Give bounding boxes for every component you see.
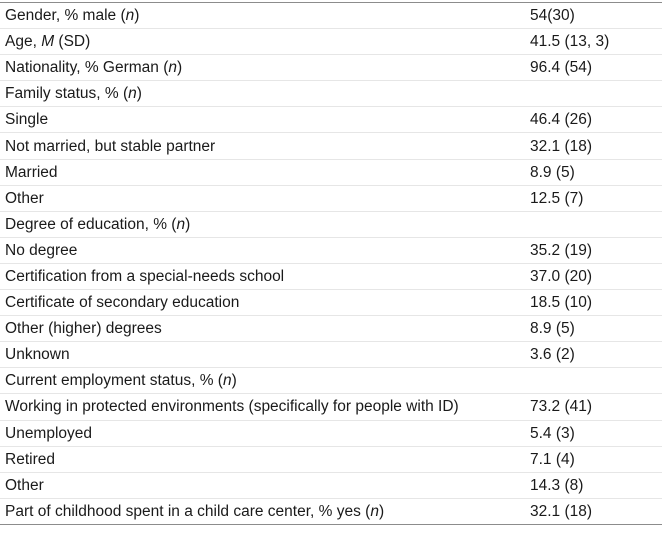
table-row: Retired 7.1 (4) (0, 446, 662, 473)
row-label-text: Nationality, % German ( (5, 59, 169, 77)
row-label-text: Single (5, 111, 49, 129)
table-row: Unemployed 5.4 (3) (0, 420, 662, 447)
row-label-text: Other (higher) degrees (5, 320, 162, 338)
table-row: Age, M (SD) 41.5 (13, 3) (0, 28, 662, 56)
row-label-text: No degree (5, 241, 78, 259)
row-label: Certification from a special-needs schoo… (0, 263, 530, 291)
row-label: Married (0, 159, 530, 186)
sample-characteristics-table-container: Gender, % male (n) 54(30) Age, M (SD) 41.5 … (0, 2, 662, 525)
table-row: Family status, % (n) (0, 80, 662, 108)
row-label-italic: n (128, 85, 137, 103)
row-value: 96.4 (54) (530, 54, 662, 82)
row-label-text: Family status, % ( (5, 85, 129, 103)
row-label-italic: n (222, 372, 232, 390)
row-value: 3.6 (2) (530, 341, 662, 369)
row-label-text: Other (5, 189, 44, 207)
row-label: Unemployed (0, 420, 530, 447)
table-row: Not married, but stable partner 32.1 (18) (0, 132, 662, 160)
row-value: 35.2 (19) (530, 237, 662, 264)
row-value: 41.5 (13, 3) (530, 28, 662, 56)
row-label-text: Current employment status, % ( (5, 372, 223, 390)
table-row: Certification from a special-needs schoo… (0, 263, 662, 291)
row-label-text: Retired (5, 450, 55, 468)
row-label: Family status, % (n) (0, 80, 530, 108)
row-label: Single (0, 106, 530, 134)
row-label-italic: n (125, 7, 135, 25)
row-value: 46.4 (26) (530, 106, 662, 134)
table-row: Unknown 3.6 (2) (0, 341, 662, 369)
table-row: Gender, % male (n) 54(30) (0, 3, 662, 30)
row-label-italic: n (176, 215, 186, 233)
row-label: Not married, but stable partner (0, 132, 530, 160)
row-label: Nationality, % German (n) (0, 54, 530, 82)
row-label-suffix: ) (231, 372, 237, 390)
row-value: 18.5 (10) (530, 289, 662, 317)
row-value (530, 367, 662, 395)
row-value: 8.9 (5) (530, 315, 662, 343)
row-label-suffix: ) (136, 85, 142, 103)
row-value: 14.3 (8) (530, 472, 662, 499)
row-value: 8.9 (5) (530, 159, 662, 186)
table-row: Working in protected environments (speci… (0, 393, 662, 421)
table-body: Gender, % male (n) 54(30) Age, M (SD) 41.5 … (0, 3, 662, 524)
row-label: Current employment status, % (n) (0, 367, 530, 395)
sample-characteristics-table: Gender, % male (n) 54(30) Age, M (SD) 41.5 … (0, 3, 662, 524)
row-label-text: Working in protected environments (speci… (5, 398, 459, 416)
table-row: Part of childhood spent in a child care … (0, 498, 662, 524)
table-row: Other 12.5 (7) (0, 185, 662, 212)
row-label-text: Married (5, 163, 58, 181)
row-label: Part of childhood spent in a child care … (0, 498, 530, 524)
row-value: 73.2 (41) (530, 393, 662, 421)
row-label-suffix: ) (134, 7, 140, 25)
table-row: No degree 35.2 (19) (0, 237, 662, 264)
row-value: 12.5 (7) (530, 185, 662, 212)
table-row: Other 14.3 (8) (0, 472, 662, 499)
row-value: 5.4 (3) (530, 420, 662, 447)
row-value: 54(30) (530, 3, 662, 30)
row-label: Age, M (SD) (0, 28, 530, 56)
table-row: Nationality, % German (n) 96.4 (54) (0, 54, 662, 82)
table-row: Single 46.4 (26) (0, 106, 662, 134)
row-value (530, 80, 662, 108)
row-label: Gender, % male (n) (0, 3, 530, 30)
row-label: Retired (0, 446, 530, 473)
row-value: 37.0 (20) (530, 263, 662, 291)
row-value (530, 211, 662, 238)
row-label-italic: n (168, 59, 178, 77)
row-label-text: Age, (5, 33, 42, 51)
row-label-suffix: ) (185, 215, 191, 233)
row-label-italic: M (41, 33, 55, 51)
row-label: Certificate of secondary education (0, 289, 530, 317)
row-label-italic: n (370, 502, 379, 520)
row-label: Degree of education, % (n) (0, 211, 530, 238)
row-label: Working in protected environments (speci… (0, 393, 530, 421)
row-label-text: Gender, % male ( (5, 7, 126, 25)
row-label-text: Unknown (5, 346, 70, 364)
table-row: Current employment status, % (n) (0, 367, 662, 395)
row-label-text: Other (5, 476, 44, 494)
table-row: Certificate of secondary education 18.5 (… (0, 289, 662, 317)
row-label-text: Certificate of secondary education (5, 294, 240, 312)
row-label-text: Not married, but stable partner (5, 137, 216, 155)
row-label: Other (0, 472, 530, 499)
row-label-text: Degree of education, % ( (5, 215, 177, 233)
row-label-text: Unemployed (5, 424, 93, 442)
row-value: 32.1 (18) (530, 132, 662, 160)
row-label-text: Part of childhood spent in a child care … (5, 502, 371, 520)
row-label: No degree (0, 237, 530, 264)
row-label-suffix: (SD) (54, 33, 91, 51)
row-label-suffix: ) (177, 59, 183, 77)
row-label-suffix: ) (378, 502, 385, 520)
row-label: Other (higher) degrees (0, 315, 530, 343)
row-value: 32.1 (18) (530, 502, 593, 520)
row-label: Other (0, 185, 530, 212)
table-row: Degree of education, % (n) (0, 211, 662, 238)
table-row: Married 8.9 (5) (0, 159, 662, 186)
table-row: Other (higher) degrees 8.9 (5) (0, 315, 662, 343)
row-label: Unknown (0, 341, 530, 369)
row-label-text: Certification from a special-needs schoo… (5, 267, 285, 285)
row-value: 7.1 (4) (530, 446, 662, 473)
